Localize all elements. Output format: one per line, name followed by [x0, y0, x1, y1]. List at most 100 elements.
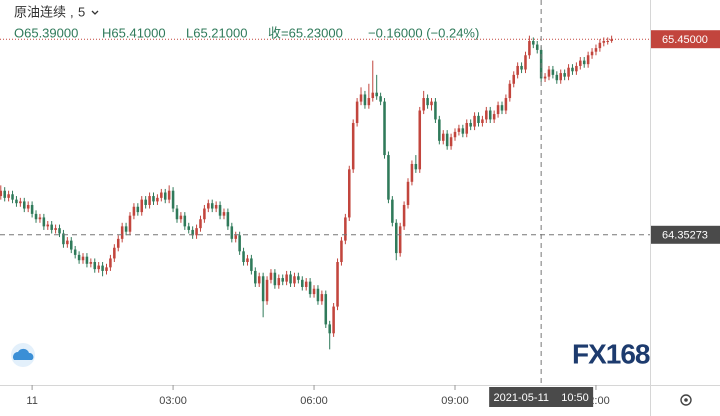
candle-body	[504, 98, 508, 111]
candle-body	[575, 65, 578, 72]
candle-body	[148, 196, 151, 205]
candle-body	[520, 65, 523, 70]
candle-body	[304, 281, 308, 287]
candle-body	[606, 40, 609, 42]
candle-body	[199, 219, 202, 229]
gear-hub[interactable]	[684, 398, 688, 402]
cloud-icon[interactable]	[11, 343, 35, 367]
candle-body	[363, 94, 367, 106]
dropdown-icon[interactable]	[91, 10, 99, 15]
x-tick-label: 09:00	[441, 395, 469, 407]
candle-body	[273, 272, 277, 286]
candle-body	[551, 69, 555, 75]
candle-body	[508, 83, 512, 99]
candle-body	[336, 262, 339, 307]
candle-body	[160, 192, 163, 198]
candle-body	[332, 306, 335, 334]
candle-body	[113, 247, 116, 259]
candle-body	[582, 60, 586, 65]
high-value: H65.41000	[102, 25, 166, 40]
candle-body	[42, 217, 46, 227]
candle-body	[101, 265, 104, 271]
crosshair-y-tag	[651, 225, 720, 244]
candle-body	[250, 258, 253, 271]
candle-body	[124, 226, 128, 232]
candle-body	[26, 204, 30, 209]
candle-body	[156, 197, 159, 202]
candle-body	[234, 235, 237, 239]
candle-body	[328, 324, 331, 334]
candle-body	[246, 258, 249, 263]
candle-body	[0, 190, 3, 197]
settings-icon[interactable]	[680, 394, 692, 406]
candle-body	[97, 265, 100, 270]
candle-body	[516, 65, 519, 75]
candle-body	[547, 69, 551, 77]
candle-body	[238, 235, 241, 252]
candle-body	[500, 105, 504, 111]
candle-body	[3, 190, 6, 198]
gear-ring[interactable]	[680, 394, 692, 406]
candle-body	[461, 128, 465, 134]
candle-body	[265, 279, 269, 302]
candle-body	[473, 115, 476, 127]
candle-body	[316, 288, 320, 302]
candle-body	[367, 98, 371, 106]
candle-body	[7, 194, 10, 198]
candle-body	[426, 98, 429, 106]
candle-body	[410, 163, 414, 182]
candle-body	[610, 39, 613, 41]
candle-body	[312, 288, 316, 295]
candle-body	[320, 294, 324, 302]
candle-body	[453, 131, 457, 138]
candle-body	[359, 94, 363, 102]
candle-body	[340, 240, 343, 263]
candle-body	[242, 251, 245, 263]
candle-body	[465, 122, 469, 134]
candle-body	[144, 199, 147, 205]
crosshair-x-label: 2021-05-11 10:50	[494, 392, 589, 404]
cloud-shape[interactable]	[13, 348, 34, 360]
candle-body	[445, 133, 449, 147]
candle-body	[414, 163, 418, 170]
candle-body	[50, 224, 53, 230]
candle-body	[269, 272, 273, 280]
candle-body	[563, 73, 566, 77]
candle-body	[524, 55, 527, 70]
last-price-label: 65.45000	[662, 34, 708, 46]
candle-body	[285, 274, 288, 282]
candle-body	[257, 276, 261, 284]
candle-body	[218, 204, 222, 216]
change-value: −0.16000 (−0.24%)	[368, 25, 479, 40]
candle-body	[398, 226, 402, 254]
candle-body	[191, 229, 194, 236]
candle-body	[355, 101, 359, 123]
candle-body	[559, 73, 562, 81]
candle-body	[38, 217, 42, 220]
candle-body	[167, 190, 171, 200]
candle-body	[579, 60, 582, 66]
candle-body	[289, 274, 292, 284]
candle-body	[351, 122, 355, 170]
candle-body	[140, 199, 144, 213]
candle-body	[457, 128, 461, 132]
candle-body	[555, 74, 559, 81]
candle-body	[430, 101, 433, 106]
logo: FX168	[572, 338, 650, 369]
candle-body	[438, 119, 441, 141]
candle-body	[222, 212, 226, 216]
candle-body	[449, 137, 453, 147]
x-tick-label: 03:00	[159, 395, 187, 407]
candle-body	[543, 76, 547, 79]
separator: ,	[70, 4, 74, 19]
candle-body	[210, 203, 214, 209]
candle-body	[528, 40, 531, 56]
x-tick-label: 11	[26, 395, 37, 407]
candle-body	[434, 101, 437, 120]
candle-body	[128, 215, 132, 232]
candle-body	[254, 270, 257, 284]
candle-body	[81, 256, 85, 261]
candle-body	[203, 208, 206, 220]
